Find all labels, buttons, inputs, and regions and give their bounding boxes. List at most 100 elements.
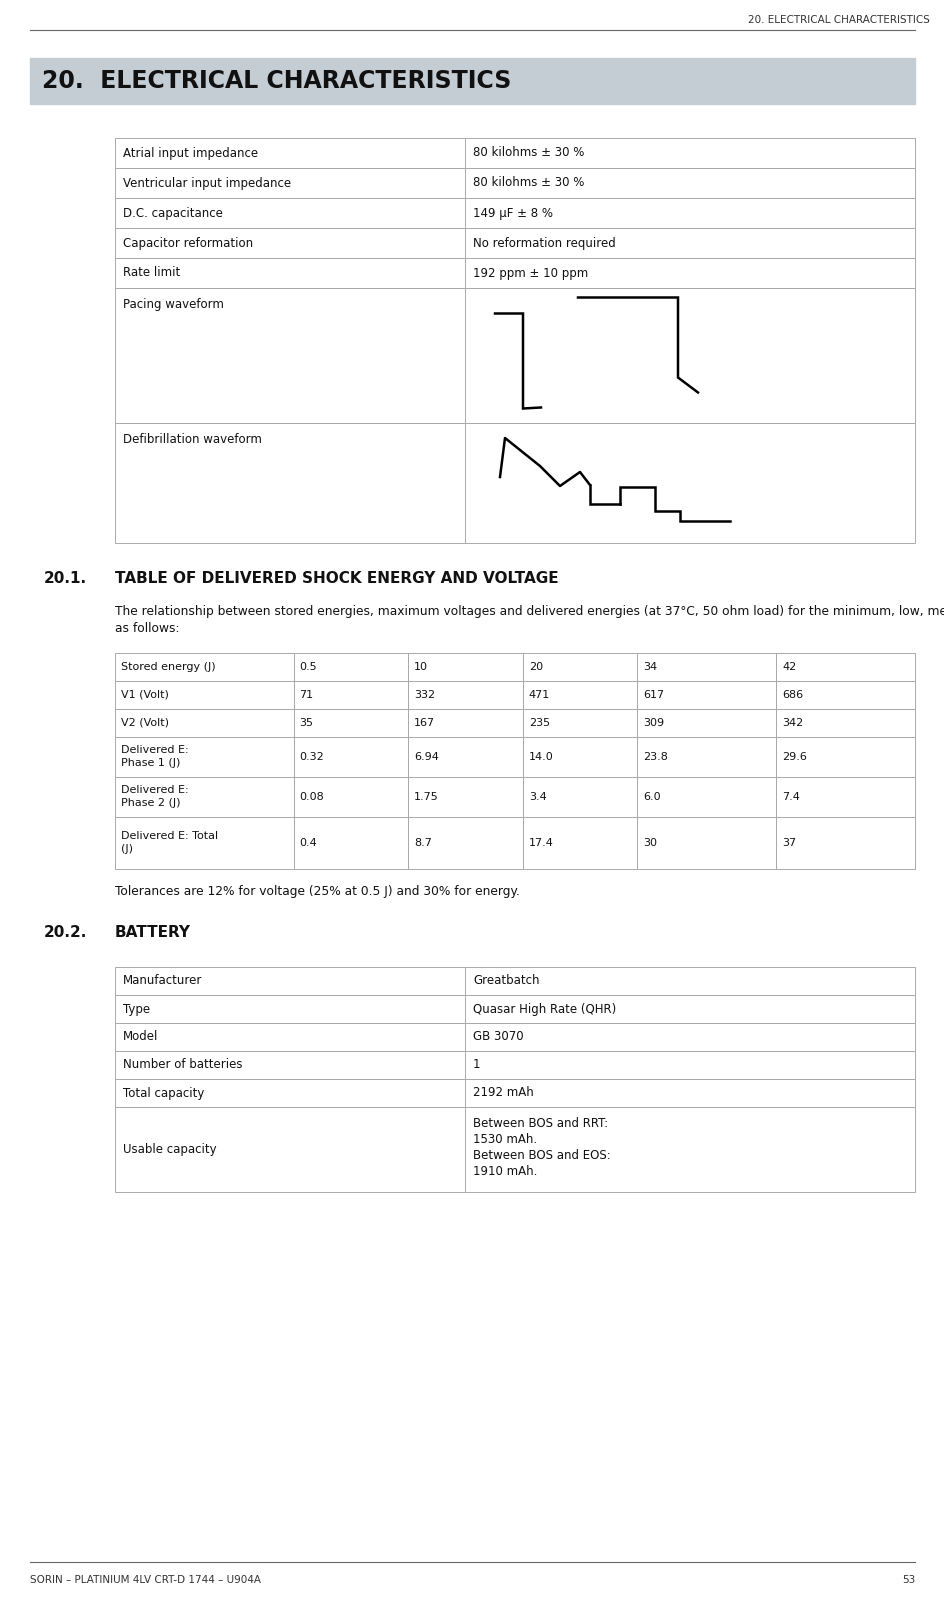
Bar xyxy=(115,996,914,1023)
Bar xyxy=(637,777,775,817)
Text: Defibrillation waveform: Defibrillation waveform xyxy=(123,433,261,446)
Bar xyxy=(522,817,637,869)
Bar xyxy=(775,777,914,817)
Text: Total capacity: Total capacity xyxy=(123,1087,204,1099)
Text: 235: 235 xyxy=(529,718,549,727)
Text: 149 µF ± 8 %: 149 µF ± 8 % xyxy=(473,206,552,219)
Text: Number of batteries: Number of batteries xyxy=(123,1058,243,1072)
Text: 1530 mAh.: 1530 mAh. xyxy=(473,1133,536,1146)
Text: 20: 20 xyxy=(529,662,543,671)
Text: V2 (Volt): V2 (Volt) xyxy=(121,718,169,727)
Text: 192 ppm ± 10 ppm: 192 ppm ± 10 ppm xyxy=(473,267,587,280)
Bar xyxy=(115,777,294,817)
Text: 53: 53 xyxy=(901,1576,914,1585)
Bar xyxy=(115,737,294,777)
Text: 20.1.: 20.1. xyxy=(44,570,87,586)
Bar xyxy=(775,817,914,869)
Text: Manufacturer: Manufacturer xyxy=(123,975,202,988)
Text: Capacitor reformation: Capacitor reformation xyxy=(123,237,253,249)
Bar xyxy=(294,710,408,737)
Text: GB 3070: GB 3070 xyxy=(473,1031,523,1043)
Text: The relationship between stored energies, maximum voltages and delivered energie: The relationship between stored energies… xyxy=(115,606,944,618)
Text: V1 (Volt): V1 (Volt) xyxy=(121,689,169,700)
Text: Delivered E: Total: Delivered E: Total xyxy=(121,831,218,841)
Text: 8.7: 8.7 xyxy=(413,837,431,847)
Text: Pacing waveform: Pacing waveform xyxy=(123,297,224,312)
Text: Tolerances are 12% for voltage (25% at 0.5 J) and 30% for energy.: Tolerances are 12% for voltage (25% at 0… xyxy=(115,885,519,898)
Bar xyxy=(522,654,637,681)
Text: 80 kilohms ± 30 %: 80 kilohms ± 30 % xyxy=(473,147,583,160)
Text: 0.5: 0.5 xyxy=(299,662,317,671)
Text: Between BOS and RRT:: Between BOS and RRT: xyxy=(473,1117,608,1130)
Text: Between BOS and EOS:: Between BOS and EOS: xyxy=(473,1149,610,1162)
Bar xyxy=(115,423,914,543)
Text: 3.4: 3.4 xyxy=(529,791,546,802)
Text: (J): (J) xyxy=(121,844,133,853)
Bar xyxy=(637,737,775,777)
Bar xyxy=(408,817,522,869)
Bar xyxy=(522,737,637,777)
Text: as follows:: as follows: xyxy=(115,622,179,634)
Bar xyxy=(115,967,914,996)
Text: Phase 2 (J): Phase 2 (J) xyxy=(121,797,180,809)
Text: 1910 mAh.: 1910 mAh. xyxy=(473,1165,537,1178)
Text: Type: Type xyxy=(123,1002,150,1015)
Text: No reformation required: No reformation required xyxy=(473,237,615,249)
Text: Usable capacity: Usable capacity xyxy=(123,1143,216,1155)
Text: 0.08: 0.08 xyxy=(299,791,324,802)
Text: 30: 30 xyxy=(643,837,657,847)
Bar xyxy=(115,1079,914,1107)
Text: 42: 42 xyxy=(782,662,796,671)
Text: 23.8: 23.8 xyxy=(643,751,667,762)
Bar xyxy=(294,737,408,777)
Bar xyxy=(775,710,914,737)
Bar xyxy=(775,654,914,681)
Text: 332: 332 xyxy=(413,689,435,700)
Bar xyxy=(115,654,294,681)
Text: 1: 1 xyxy=(473,1058,480,1072)
Text: SORIN – PLATINIUM 4LV CRT-D 1744 – U904A: SORIN – PLATINIUM 4LV CRT-D 1744 – U904A xyxy=(30,1576,261,1585)
Bar xyxy=(294,777,408,817)
Text: 617: 617 xyxy=(643,689,664,700)
Bar xyxy=(408,737,522,777)
Bar xyxy=(115,681,294,710)
Bar xyxy=(294,681,408,710)
Bar xyxy=(522,710,637,737)
Text: 71: 71 xyxy=(299,689,313,700)
Text: 20.  ELECTRICAL CHARACTERISTICS: 20. ELECTRICAL CHARACTERISTICS xyxy=(42,69,511,93)
Text: Atrial input impedance: Atrial input impedance xyxy=(123,147,258,160)
Text: 686: 686 xyxy=(782,689,802,700)
Text: Ventricular input impedance: Ventricular input impedance xyxy=(123,176,291,190)
Text: 1.75: 1.75 xyxy=(413,791,439,802)
Text: 80 kilohms ± 30 %: 80 kilohms ± 30 % xyxy=(473,176,583,190)
Text: 20.2.: 20.2. xyxy=(44,925,87,940)
Text: 10: 10 xyxy=(413,662,428,671)
Text: 471: 471 xyxy=(529,689,549,700)
Bar xyxy=(115,710,294,737)
Text: Model: Model xyxy=(123,1031,159,1043)
Bar xyxy=(115,1107,914,1192)
Bar xyxy=(522,777,637,817)
Text: Phase 1 (J): Phase 1 (J) xyxy=(121,757,180,769)
Text: 6.94: 6.94 xyxy=(413,751,439,762)
Text: TABLE OF DELIVERED SHOCK ENERGY AND VOLTAGE: TABLE OF DELIVERED SHOCK ENERGY AND VOLT… xyxy=(115,570,558,586)
Bar xyxy=(775,681,914,710)
Text: 14.0: 14.0 xyxy=(529,751,553,762)
Bar xyxy=(408,654,522,681)
Bar xyxy=(30,58,914,104)
Text: 2192 mAh: 2192 mAh xyxy=(473,1087,533,1099)
Bar xyxy=(522,681,637,710)
Bar xyxy=(115,229,914,257)
Text: 167: 167 xyxy=(413,718,435,727)
Text: 29.6: 29.6 xyxy=(782,751,806,762)
Bar xyxy=(637,654,775,681)
Text: 37: 37 xyxy=(782,837,796,847)
Text: 7.4: 7.4 xyxy=(782,791,800,802)
Bar xyxy=(115,1051,914,1079)
Bar xyxy=(294,654,408,681)
Bar xyxy=(637,817,775,869)
Text: 309: 309 xyxy=(643,718,664,727)
Bar xyxy=(637,681,775,710)
Bar xyxy=(115,257,914,288)
Text: 0.4: 0.4 xyxy=(299,837,317,847)
